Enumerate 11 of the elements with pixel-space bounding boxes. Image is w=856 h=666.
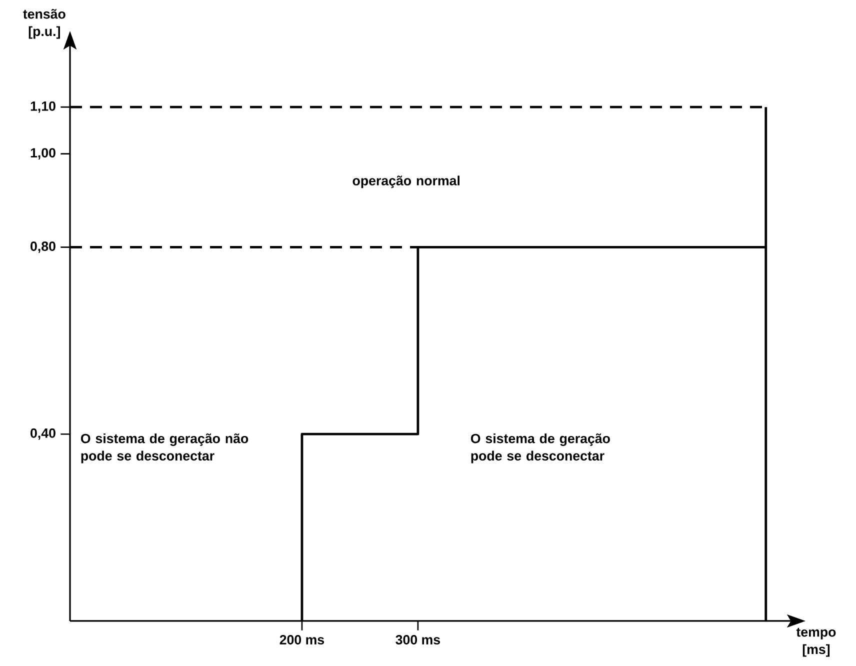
y-tick-label: 0,80 (30, 242, 56, 253)
x-tick-label: 300 ms (396, 635, 440, 644)
annotation: O sistema de geração pode se desconectar (470, 433, 610, 464)
annotation: O sistema de geração não pode se desconectar (80, 433, 248, 464)
y-tick-label: 1,10 (30, 101, 56, 113)
y-tick-label: 1,00 (30, 148, 56, 160)
x-axis-title: tempo [ms] (796, 628, 836, 657)
x-tick-label: 200 ms (280, 635, 324, 644)
annotation: operação normal (352, 176, 460, 188)
y-tick-label: 0,40 (30, 428, 56, 440)
y-axis-title: tensão [p.u.] (23, 9, 66, 39)
